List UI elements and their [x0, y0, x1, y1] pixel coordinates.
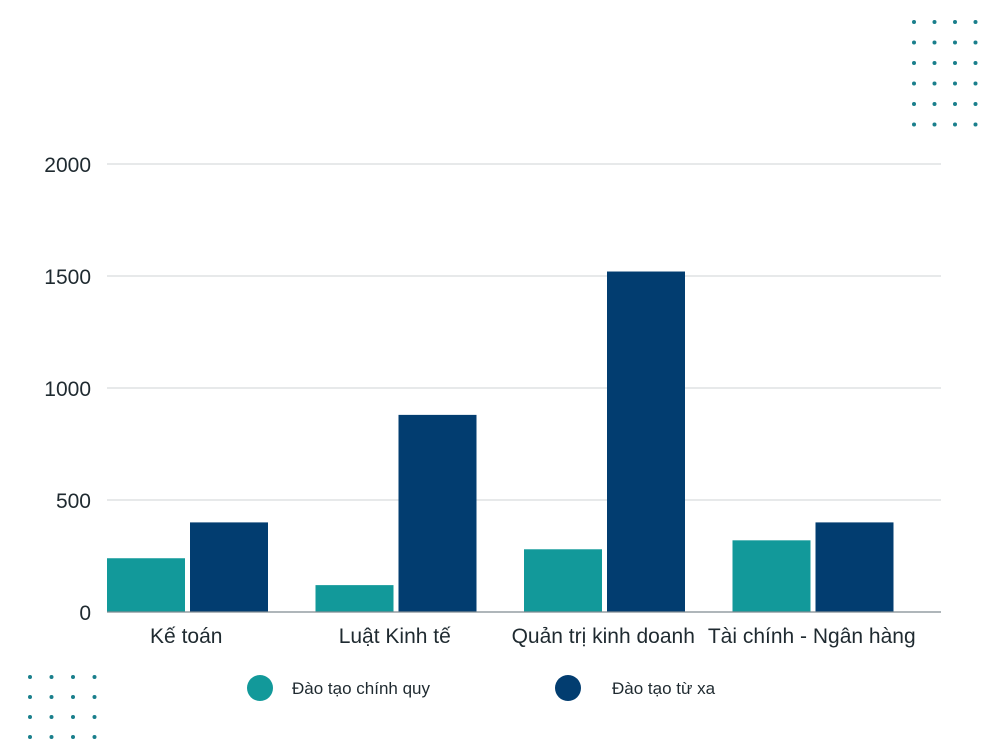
- decor-dot: [49, 735, 54, 739]
- gridlines: [107, 163, 941, 501]
- y-tick-label: 500: [56, 490, 91, 513]
- decor-dot: [28, 715, 32, 719]
- y-tick-label: 2000: [44, 154, 91, 177]
- decor-dot: [953, 122, 957, 127]
- decor-dot: [973, 102, 978, 106]
- bar-distance-3: [815, 522, 894, 612]
- decor-dot: [71, 695, 75, 699]
- decor-dot: [92, 695, 97, 699]
- decor-dot: [973, 40, 978, 45]
- y-tick-label: 0: [79, 602, 91, 625]
- x-axis-category-labels: Kế toán Luật Kinh tế Quản trị kinh doanh Tà…: [150, 625, 916, 648]
- decor-dot: [912, 20, 916, 24]
- x-category-label: Luật Kinh tế: [339, 625, 451, 648]
- decor-dot: [953, 81, 957, 86]
- decor-dot: [932, 122, 937, 127]
- decor-dot: [912, 102, 916, 106]
- legend-label-distance: Đào tạo từ xa: [612, 679, 716, 698]
- decor-dot: [912, 122, 916, 127]
- decor-dot: [973, 20, 978, 24]
- decor-dot: [28, 675, 32, 679]
- y-axis-tick-labels: 0 500 1000 1500 2000: [44, 154, 91, 625]
- legend-swatch-regular: [247, 675, 273, 701]
- decorative-dot-grid-bottom-left: [28, 675, 97, 739]
- decor-dot: [953, 20, 957, 24]
- bars: [107, 271, 894, 612]
- decor-dot: [92, 735, 97, 739]
- decor-dot: [92, 715, 97, 719]
- decorative-dot-grid-top-right: [912, 20, 978, 127]
- decor-dot: [28, 695, 32, 699]
- legend-label-regular: Đào tạo chính quy: [292, 679, 430, 698]
- x-category-label: Quản trị kinh doanh: [512, 625, 695, 648]
- decor-dot: [932, 102, 937, 106]
- decor-dot: [953, 61, 957, 65]
- decor-dot: [28, 735, 32, 739]
- bar-distance-1: [398, 414, 477, 612]
- decor-dot: [71, 675, 75, 679]
- decor-dot: [912, 40, 916, 45]
- decor-dot: [932, 20, 937, 24]
- bar-distance-2: [607, 271, 685, 612]
- decor-dot: [932, 61, 937, 65]
- decor-dot: [973, 122, 978, 127]
- decor-dot: [71, 735, 75, 739]
- decor-dot: [953, 102, 957, 106]
- y-tick-label: 1000: [44, 378, 91, 401]
- decor-dot: [973, 61, 978, 65]
- bar-regular-2: [524, 549, 602, 612]
- bar-regular-1: [315, 585, 394, 612]
- bar-distance-0: [190, 522, 268, 612]
- decor-dot: [49, 675, 54, 679]
- decor-dot: [953, 40, 957, 45]
- decor-dot: [912, 61, 916, 65]
- bar-regular-3: [732, 540, 811, 612]
- decor-dot: [932, 81, 937, 86]
- y-tick-label: 1500: [44, 266, 91, 289]
- decor-dot: [912, 81, 916, 86]
- x-category-label: Tài chính - Ngân hàng: [708, 625, 916, 648]
- bar-regular-0: [107, 558, 185, 612]
- x-category-label: Kế toán: [150, 625, 222, 648]
- decor-dot: [932, 40, 937, 45]
- decor-dot: [973, 81, 978, 86]
- decor-dot: [92, 675, 97, 679]
- decor-dot: [49, 715, 54, 719]
- decor-dot: [49, 695, 54, 699]
- decor-dot: [71, 715, 75, 719]
- legend: Đào tạo chính quy Đào tạo từ xa: [247, 675, 716, 701]
- legend-swatch-distance: [555, 675, 581, 701]
